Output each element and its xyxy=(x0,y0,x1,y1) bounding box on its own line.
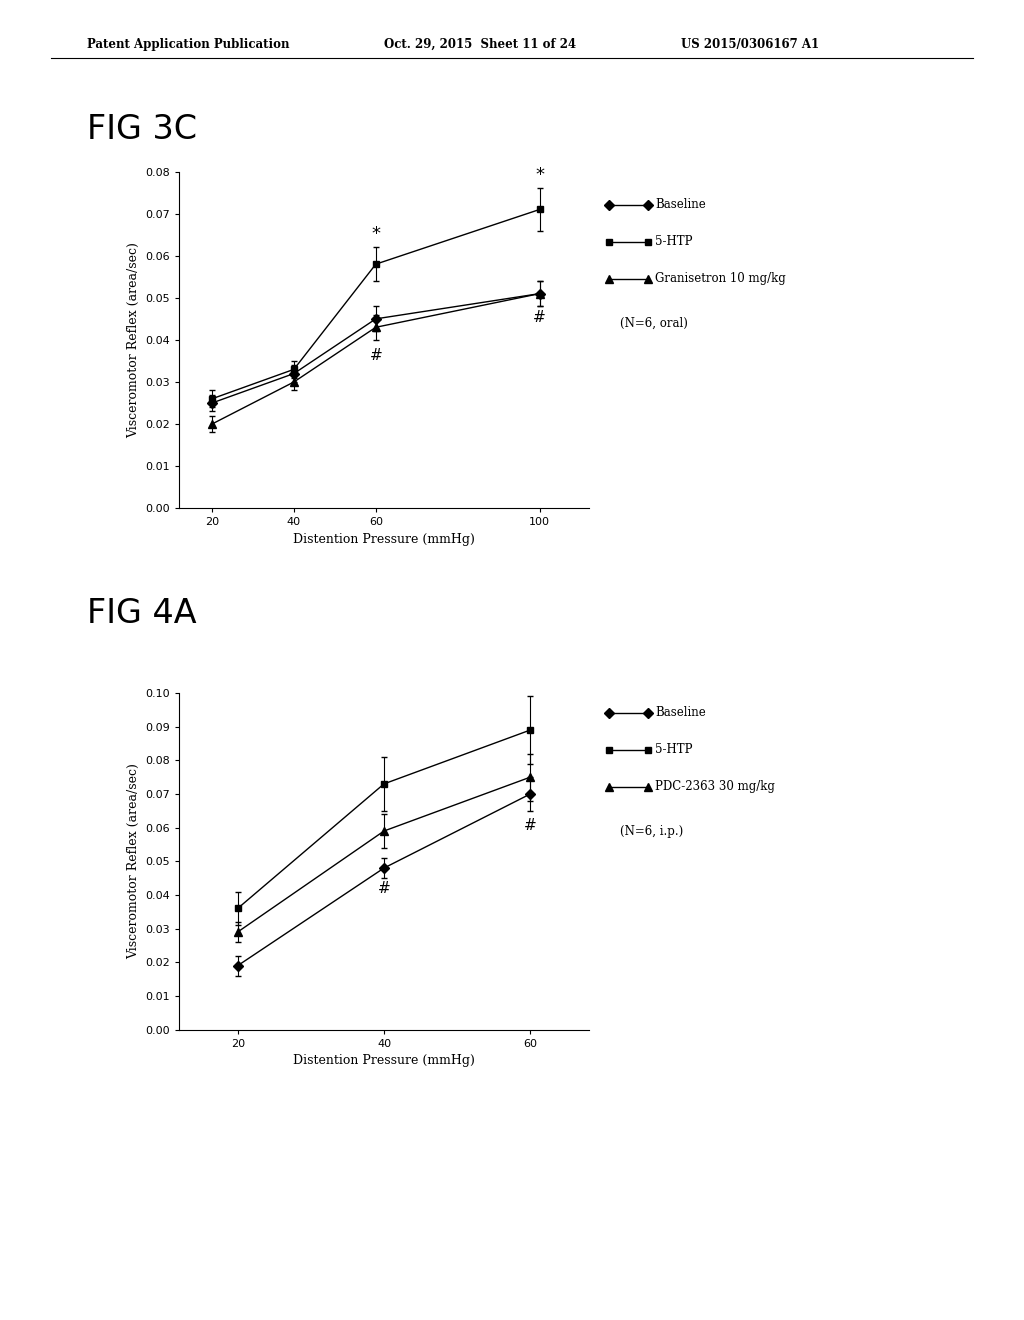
Text: Baseline: Baseline xyxy=(655,198,707,211)
Text: (N=6, i.p.): (N=6, i.p.) xyxy=(620,825,683,838)
Y-axis label: Visceromotor Reflex (area/sec): Visceromotor Reflex (area/sec) xyxy=(127,242,140,438)
Text: #: # xyxy=(370,348,382,363)
Text: *: * xyxy=(372,226,380,243)
Text: Baseline: Baseline xyxy=(655,706,707,719)
Text: #: # xyxy=(378,882,390,896)
Text: Oct. 29, 2015  Sheet 11 of 24: Oct. 29, 2015 Sheet 11 of 24 xyxy=(384,38,577,51)
Text: #: # xyxy=(524,817,537,833)
Text: Patent Application Publication: Patent Application Publication xyxy=(87,38,290,51)
Text: *: * xyxy=(536,166,544,185)
Text: FIG 3C: FIG 3C xyxy=(87,112,197,145)
Text: PDC-2363 30 mg/kg: PDC-2363 30 mg/kg xyxy=(655,780,775,793)
Text: (N=6, oral): (N=6, oral) xyxy=(620,317,687,330)
Text: FIG 4A: FIG 4A xyxy=(87,597,197,630)
X-axis label: Distention Pressure (mmHg): Distention Pressure (mmHg) xyxy=(293,1055,475,1067)
Text: 5-HTP: 5-HTP xyxy=(655,235,693,248)
Text: Granisetron 10 mg/kg: Granisetron 10 mg/kg xyxy=(655,272,786,285)
Y-axis label: Visceromotor Reflex (area/sec): Visceromotor Reflex (area/sec) xyxy=(127,763,140,960)
Text: #: # xyxy=(534,310,546,326)
Text: 5-HTP: 5-HTP xyxy=(655,743,693,756)
Text: US 2015/0306167 A1: US 2015/0306167 A1 xyxy=(681,38,819,51)
X-axis label: Distention Pressure (mmHg): Distention Pressure (mmHg) xyxy=(293,533,475,545)
